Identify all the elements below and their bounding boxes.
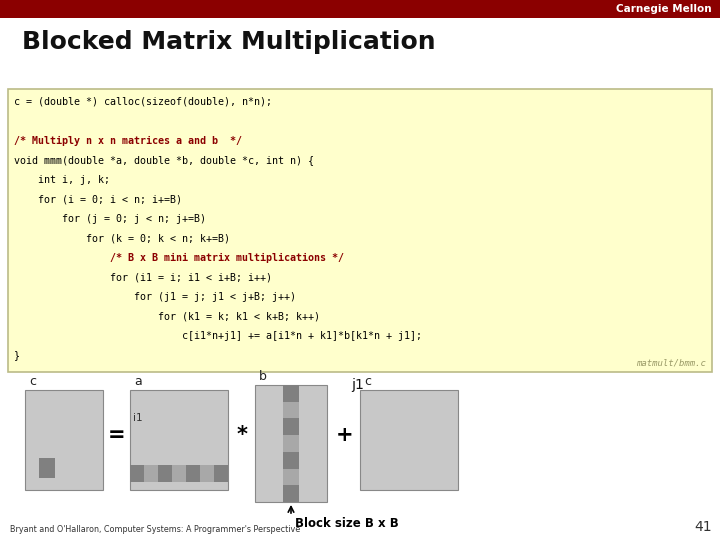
Bar bbox=[283, 418, 299, 435]
Bar bbox=[39, 458, 55, 478]
Text: for (k1 = k; k1 < k+B; k++): for (k1 = k; k1 < k+B; k++) bbox=[14, 312, 320, 321]
Text: a: a bbox=[134, 375, 142, 388]
Bar bbox=[158, 465, 172, 482]
Text: int i, j, k;: int i, j, k; bbox=[14, 175, 110, 185]
Bar bbox=[283, 452, 299, 469]
Text: *: * bbox=[236, 425, 248, 445]
Bar bbox=[130, 465, 144, 482]
Bar bbox=[255, 385, 327, 502]
Bar bbox=[130, 390, 228, 490]
Bar bbox=[360, 390, 458, 490]
Bar bbox=[0, 0, 720, 18]
Text: for (j = 0; j < n; j+=B): for (j = 0; j < n; j+=B) bbox=[14, 214, 206, 224]
Bar bbox=[283, 435, 299, 452]
Text: matmult/bmm.c: matmult/bmm.c bbox=[636, 359, 706, 368]
Bar bbox=[214, 465, 228, 482]
Text: /* B x B mini matrix multiplications */: /* B x B mini matrix multiplications */ bbox=[14, 253, 344, 263]
Text: }: } bbox=[14, 350, 20, 361]
Text: for (j1 = j; j1 < j+B; j++): for (j1 = j; j1 < j+B; j++) bbox=[14, 292, 296, 302]
Bar bbox=[283, 485, 299, 502]
Text: c: c bbox=[364, 375, 371, 388]
Bar bbox=[186, 465, 200, 482]
Text: for (i1 = i; i1 < i+B; i++): for (i1 = i; i1 < i+B; i++) bbox=[14, 273, 272, 282]
Text: +: + bbox=[336, 425, 354, 445]
Text: c = (double *) calloc(sizeof(double), n*n);: c = (double *) calloc(sizeof(double), n*… bbox=[14, 97, 272, 107]
Bar bbox=[172, 465, 186, 482]
Text: for (i = 0; i < n; i+=B): for (i = 0; i < n; i+=B) bbox=[14, 194, 182, 205]
Bar bbox=[144, 465, 158, 482]
Text: Carnegie Mellon: Carnegie Mellon bbox=[616, 4, 712, 14]
Text: 41: 41 bbox=[694, 520, 712, 534]
Text: c[i1*n+j1] += a[i1*n + k1]*b[k1*n + j1];: c[i1*n+j1] += a[i1*n + k1]*b[k1*n + j1]; bbox=[14, 331, 422, 341]
Text: void mmm(double *a, double *b, double *c, int n) {: void mmm(double *a, double *b, double *c… bbox=[14, 156, 314, 165]
Text: Block size B x B: Block size B x B bbox=[295, 517, 399, 530]
Bar bbox=[283, 385, 299, 402]
Bar bbox=[283, 402, 299, 418]
Text: for (k = 0; k < n; k+=B): for (k = 0; k < n; k+=B) bbox=[14, 233, 230, 244]
Text: j1: j1 bbox=[351, 378, 364, 392]
Bar bbox=[283, 469, 299, 485]
Text: Blocked Matrix Multiplication: Blocked Matrix Multiplication bbox=[22, 30, 436, 54]
Text: i1: i1 bbox=[133, 413, 143, 423]
Bar bbox=[200, 465, 214, 482]
Text: b: b bbox=[259, 370, 267, 383]
Text: Bryant and O'Hallaron, Computer Systems: A Programmer's Perspective: Bryant and O'Hallaron, Computer Systems:… bbox=[10, 525, 300, 534]
Bar bbox=[25, 390, 103, 490]
Text: /* Multiply n x n matrices a and b  */: /* Multiply n x n matrices a and b */ bbox=[14, 136, 242, 146]
Text: =: = bbox=[108, 425, 126, 445]
Bar bbox=[8, 89, 712, 372]
Text: c: c bbox=[29, 375, 36, 388]
